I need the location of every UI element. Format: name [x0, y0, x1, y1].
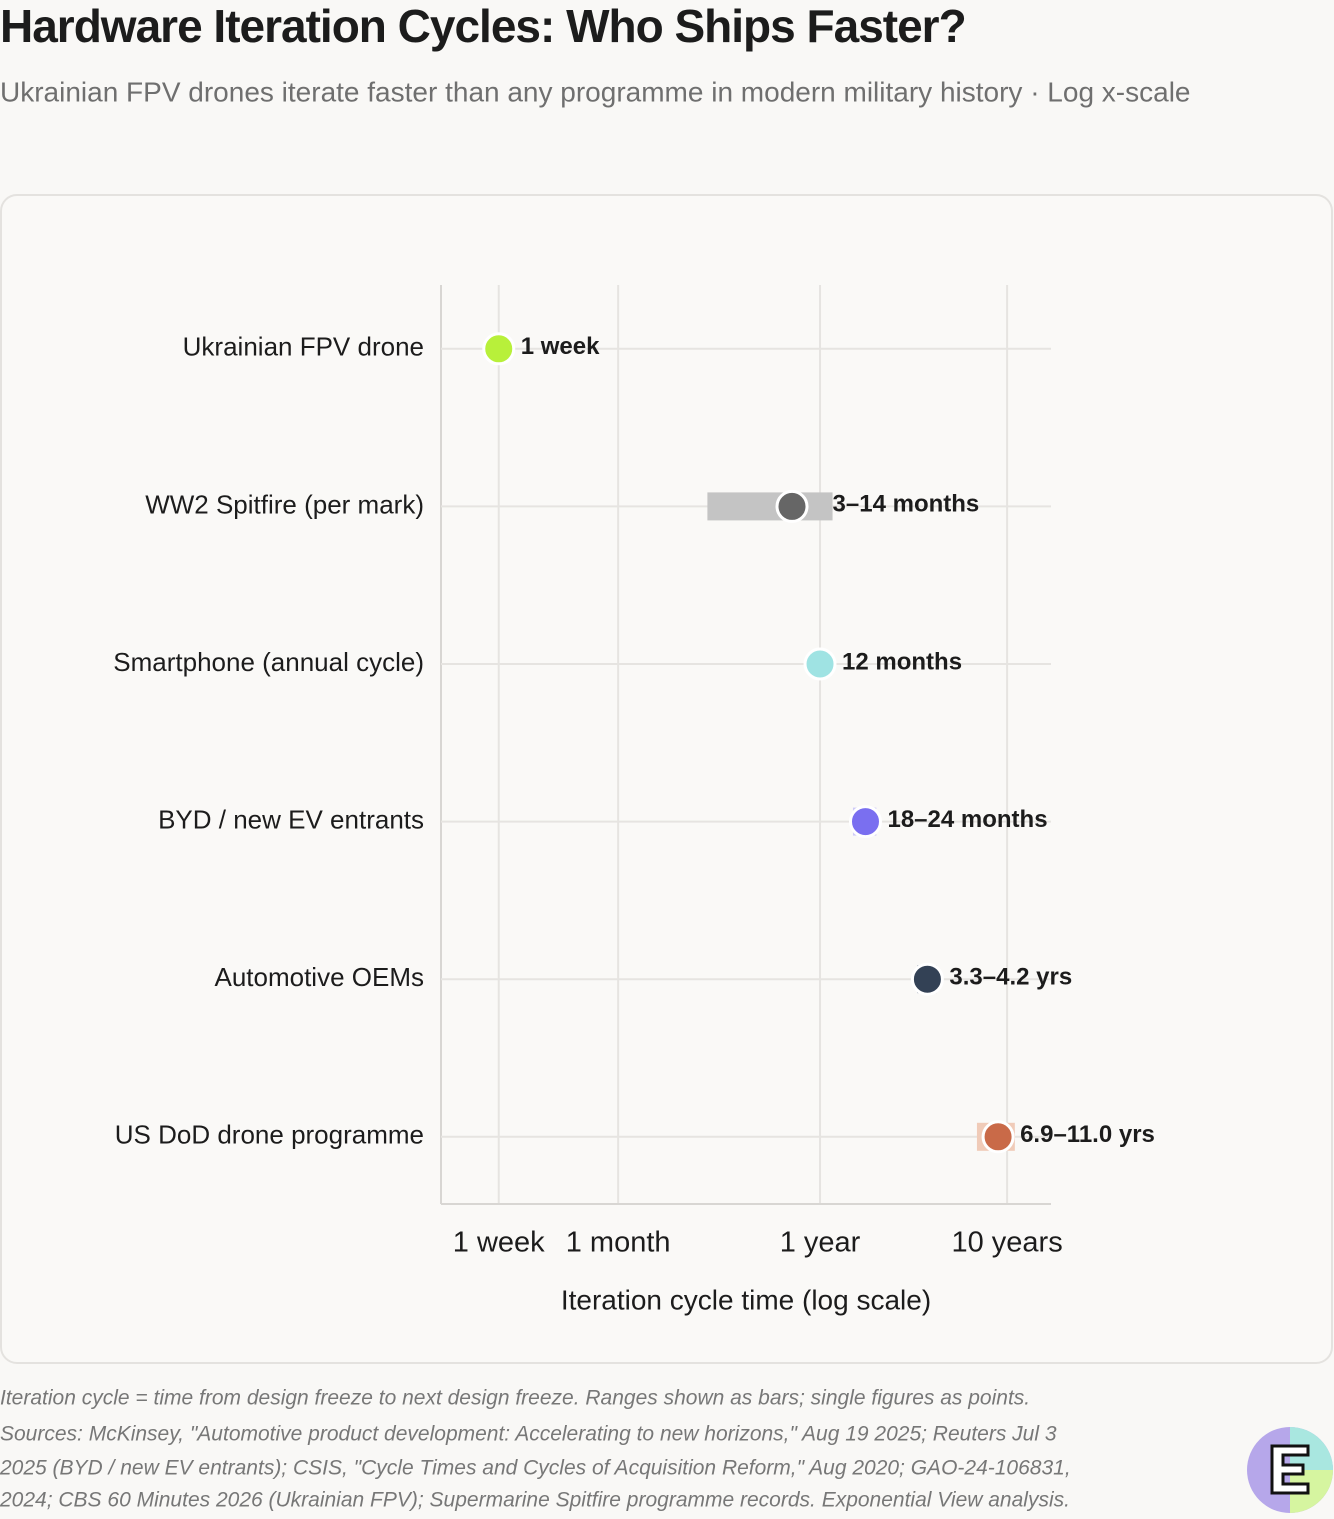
value-label: 1 week — [521, 333, 600, 360]
value-label: 12 months — [842, 648, 962, 675]
chart-subtitle: Ukrainian FPV drones iterate faster than… — [0, 76, 1191, 107]
logo — [1247, 1427, 1333, 1513]
x-tick-label: 1 year — [780, 1227, 861, 1259]
category-label: BYD / new EV entrants — [158, 804, 424, 834]
point — [848, 805, 882, 839]
x-tick-label: 10 years — [951, 1227, 1062, 1259]
category-label: Ukrainian FPV drone — [183, 332, 424, 362]
category-label: Automotive OEMs — [214, 962, 424, 992]
footnote: 2025 (BYD / new EV entrants); CSIS, "Cyc… — [0, 1457, 1071, 1480]
x-tick-label: 1 month — [566, 1227, 671, 1259]
plot: 1 week 1 month 1 year 10 years Ukrainian FPV… — [113, 285, 1155, 1259]
point — [803, 647, 837, 681]
footnote: Sources: McKinsey, "Automotive product d… — [0, 1423, 1057, 1446]
category-label: WW2 Spitfire (per mark) — [145, 489, 424, 519]
category-label: Smartphone (annual cycle) — [113, 647, 424, 677]
value-label: 6.9–11.0 yrs — [1020, 1121, 1155, 1148]
notes: Iteration cycle = time from design freez… — [0, 1387, 1071, 1512]
x-tick-label: 1 week — [453, 1227, 545, 1259]
footnote: Iteration cycle = time from design freez… — [0, 1387, 1030, 1410]
point — [910, 962, 944, 996]
footnote: 2024; CBS 60 Minutes 2026 (Ukrainian FPV… — [0, 1489, 1070, 1512]
value-label: 3.3–4.2 yrs — [949, 964, 1072, 991]
range-bar — [707, 492, 833, 521]
value-label: 3–14 months — [833, 491, 980, 518]
value-label: 18–24 months — [887, 806, 1047, 833]
x-axis-label: Iteration cycle time (log scale) — [561, 1284, 931, 1315]
chart-title: Hardware Iteration Cycles: Who Ships Fas… — [0, 0, 966, 52]
point — [775, 489, 809, 523]
point — [482, 332, 516, 366]
point — [981, 1120, 1015, 1154]
chart-card — [0, 194, 1333, 1364]
category-label: US DoD drone programme — [115, 1120, 424, 1150]
